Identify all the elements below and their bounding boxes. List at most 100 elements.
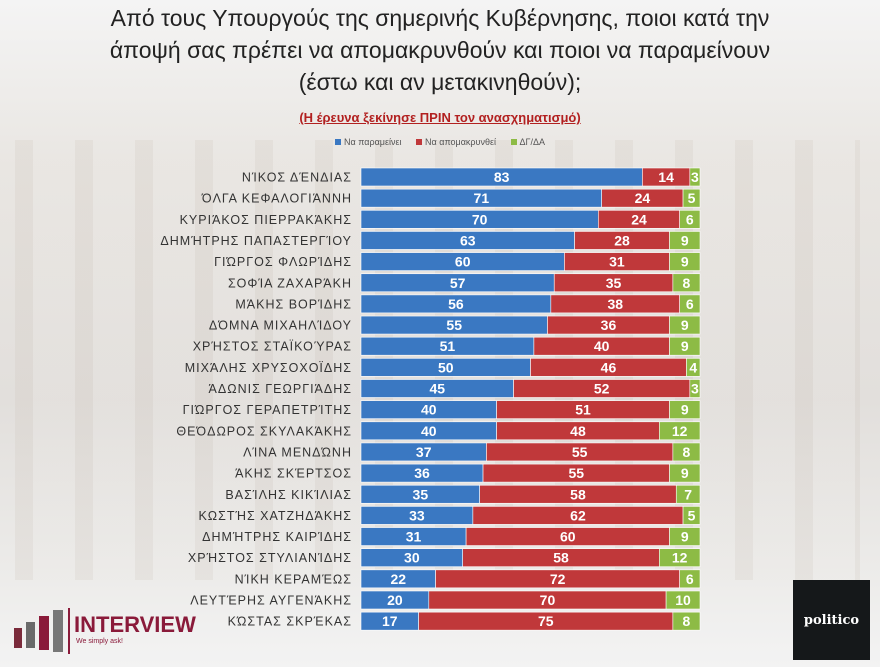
legend-label: Να παραμείνει — [344, 137, 402, 147]
data-label: 57 — [450, 275, 466, 291]
category-label: ΜΙΧΆΛΗΣ ΧΡΥΣΟΧΟΪΔΗΣ — [185, 361, 352, 375]
data-label: 6 — [686, 211, 694, 227]
bar-segment — [682, 506, 701, 525]
data-label: 8 — [683, 613, 691, 629]
title-line: Από τους Υπουργούς της σημερινής Κυβέρνη… — [110, 5, 770, 31]
data-label: 24 — [635, 190, 651, 206]
data-label: 38 — [607, 296, 623, 312]
interview-logo-tagline: We simply ask! — [76, 638, 123, 645]
data-label: 10 — [675, 592, 691, 608]
category-label: ΔΗΜΉΤΡΗΣ ΚΑΙΡΊΔΗΣ — [202, 530, 352, 544]
data-label: 58 — [570, 486, 586, 502]
legend-swatch — [416, 139, 423, 145]
legend-label: ΔΓ/ΔΑ — [519, 137, 545, 147]
data-label: 48 — [570, 423, 586, 439]
data-label: 55 — [446, 317, 462, 333]
category-label: ΜΆΚΗΣ ΒΟΡΊΔΗΣ — [235, 297, 352, 311]
data-label: 22 — [391, 571, 407, 587]
bar-segment — [665, 590, 701, 610]
interview-logo-mark — [14, 608, 70, 654]
bar-segment — [682, 188, 701, 208]
legend-item: ΔΓ/ΔΑ — [510, 137, 545, 147]
data-label: 8 — [683, 444, 691, 460]
category-label: ΓΙΏΡΓΟΣ ΓΕΡΑΠΕΤΡΊΤΗΣ — [183, 403, 352, 417]
category-label: ΧΡΉΣΤΟΣ ΣΤΑΪΚΟΎΡΑΣ — [193, 340, 352, 354]
bar-segment — [669, 527, 701, 546]
data-label: 9 — [681, 232, 689, 248]
bar-segment — [689, 379, 701, 398]
data-label: 4 — [689, 359, 697, 375]
data-label: 33 — [409, 507, 425, 523]
data-label: 36 — [414, 465, 430, 481]
data-label: 63 — [460, 232, 476, 248]
data-label: 40 — [421, 423, 437, 439]
legend-item: Να απομακρυνθεί — [416, 137, 496, 147]
politico-logo-text: politico — [803, 612, 860, 628]
data-label: 62 — [570, 507, 586, 523]
data-label: 45 — [429, 381, 445, 397]
bar-segment — [672, 611, 701, 631]
data-label: 75 — [538, 613, 554, 629]
category-label: ΝΊΚΟΣ ΔΈΝΔΙΑΣ — [242, 171, 352, 185]
bar-segment — [675, 484, 701, 504]
bar-segment — [686, 358, 701, 377]
data-label: 60 — [560, 529, 576, 545]
category-label: ΛΊΝΑ ΜΕΝΔΏΝΗ — [243, 445, 352, 459]
legend-label: Να απομακρυνθεί — [425, 137, 496, 147]
bar-segment — [669, 463, 701, 483]
data-label: 58 — [553, 550, 569, 566]
data-label: 71 — [474, 190, 490, 206]
data-label: 40 — [594, 338, 610, 354]
bar-segment — [679, 569, 701, 589]
category-label: ΌΛΓΑ ΚΕΦΑΛΟΓΙΆΝΝΗ — [201, 192, 352, 206]
data-label: 9 — [681, 529, 689, 545]
category-label: ΓΙΏΡΓΟΣ ΦΛΩΡΊΔΗΣ — [214, 255, 352, 269]
data-label: 3 — [691, 381, 699, 397]
legend-swatch — [510, 139, 517, 145]
category-label: ΘΕΌΔΩΡΟΣ ΣΚΥΛΑΚΆΚΗΣ — [176, 424, 352, 438]
data-label: 14 — [658, 169, 674, 185]
category-label: ΆΚΗΣ ΣΚΈΡΤΣΟΣ — [235, 467, 352, 481]
data-label: 35 — [413, 486, 429, 502]
data-label: 31 — [609, 254, 625, 270]
data-label: 70 — [540, 592, 556, 608]
data-label: 46 — [601, 359, 617, 375]
chart-title: Από τους Υπουργούς της σημερινής Κυβέρνη… — [0, 2, 880, 98]
category-label: ΣΟΦΊΑ ΖΑΧΑΡΆΚΗ — [228, 276, 352, 290]
category-label: ΚΏΣΤΑΣ ΣΚΡΈΚΑΣ — [228, 615, 352, 629]
politico-logo: politico — [793, 580, 870, 660]
data-label: 83 — [494, 169, 510, 185]
bar-segment — [669, 336, 701, 356]
data-label: 9 — [681, 317, 689, 333]
data-label: 24 — [631, 211, 647, 227]
data-label: 35 — [606, 275, 622, 291]
bar-segment — [672, 442, 701, 462]
category-label: ΒΑΣΊΛΗΣ ΚΙΚΊΛΙΑΣ — [225, 488, 352, 502]
data-label: 40 — [421, 402, 437, 418]
legend-item: Να παραμείνει — [335, 137, 402, 147]
data-label: 12 — [672, 423, 688, 439]
data-label: 55 — [568, 465, 584, 481]
category-label: ΔΗΜΉΤΡΗΣ ΠΑΠΑΣΤΕΡΓΊΟΥ — [160, 234, 352, 248]
category-label: ΝΊΚΗ ΚΕΡΑΜΈΩΣ — [235, 572, 352, 586]
bar-segment — [669, 315, 701, 335]
bar-segment — [679, 210, 701, 229]
category-label: ΆΔΩΝΙΣ ΓΕΩΡΓΙΆΔΗΣ — [209, 382, 352, 396]
title-line: (έστω και αν μετακινηθούν); — [298, 69, 582, 95]
data-label: 70 — [472, 211, 488, 227]
data-label: 5 — [688, 507, 696, 523]
bar-segment — [672, 273, 701, 293]
data-label: 56 — [448, 296, 464, 312]
legend-swatch — [335, 139, 341, 145]
data-label: 28 — [614, 232, 630, 248]
title-line: άποψή σας πρέπει να απομακρυνθούν και πο… — [109, 37, 771, 63]
data-label: 50 — [438, 359, 454, 375]
data-label: 52 — [594, 381, 610, 397]
data-label: 12 — [672, 550, 688, 566]
interview-logo-text: INTERVIEW — [74, 612, 196, 637]
data-label: 55 — [572, 444, 588, 460]
data-label: 37 — [416, 444, 432, 460]
bar-segment — [679, 294, 701, 314]
bar-segment — [659, 548, 701, 568]
